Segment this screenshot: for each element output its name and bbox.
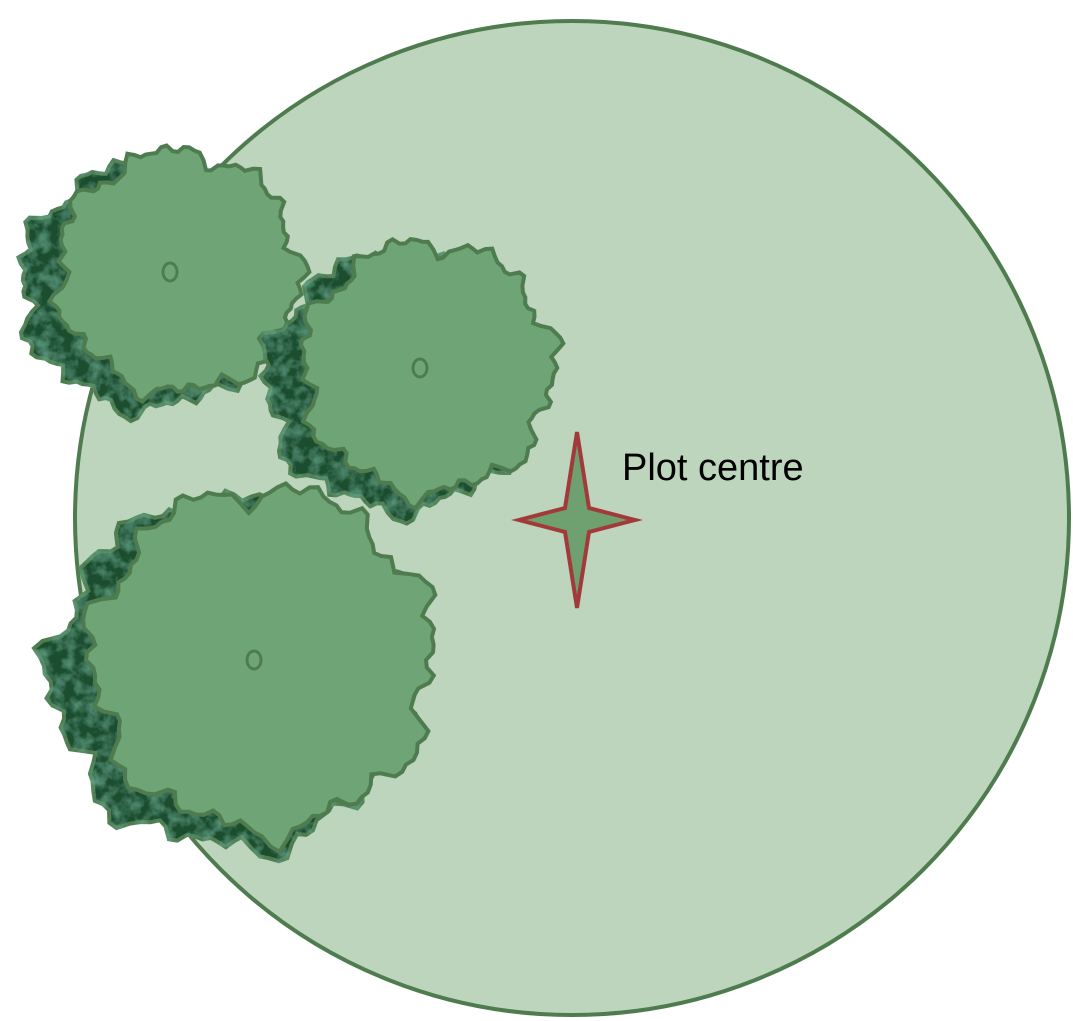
plot-centre-label: Plot centre: [622, 447, 804, 489]
diagram: Plot centre: [0, 0, 1073, 1021]
page: {"annotation": {"label": "Plot centre"}}…: [0, 0, 1073, 1021]
